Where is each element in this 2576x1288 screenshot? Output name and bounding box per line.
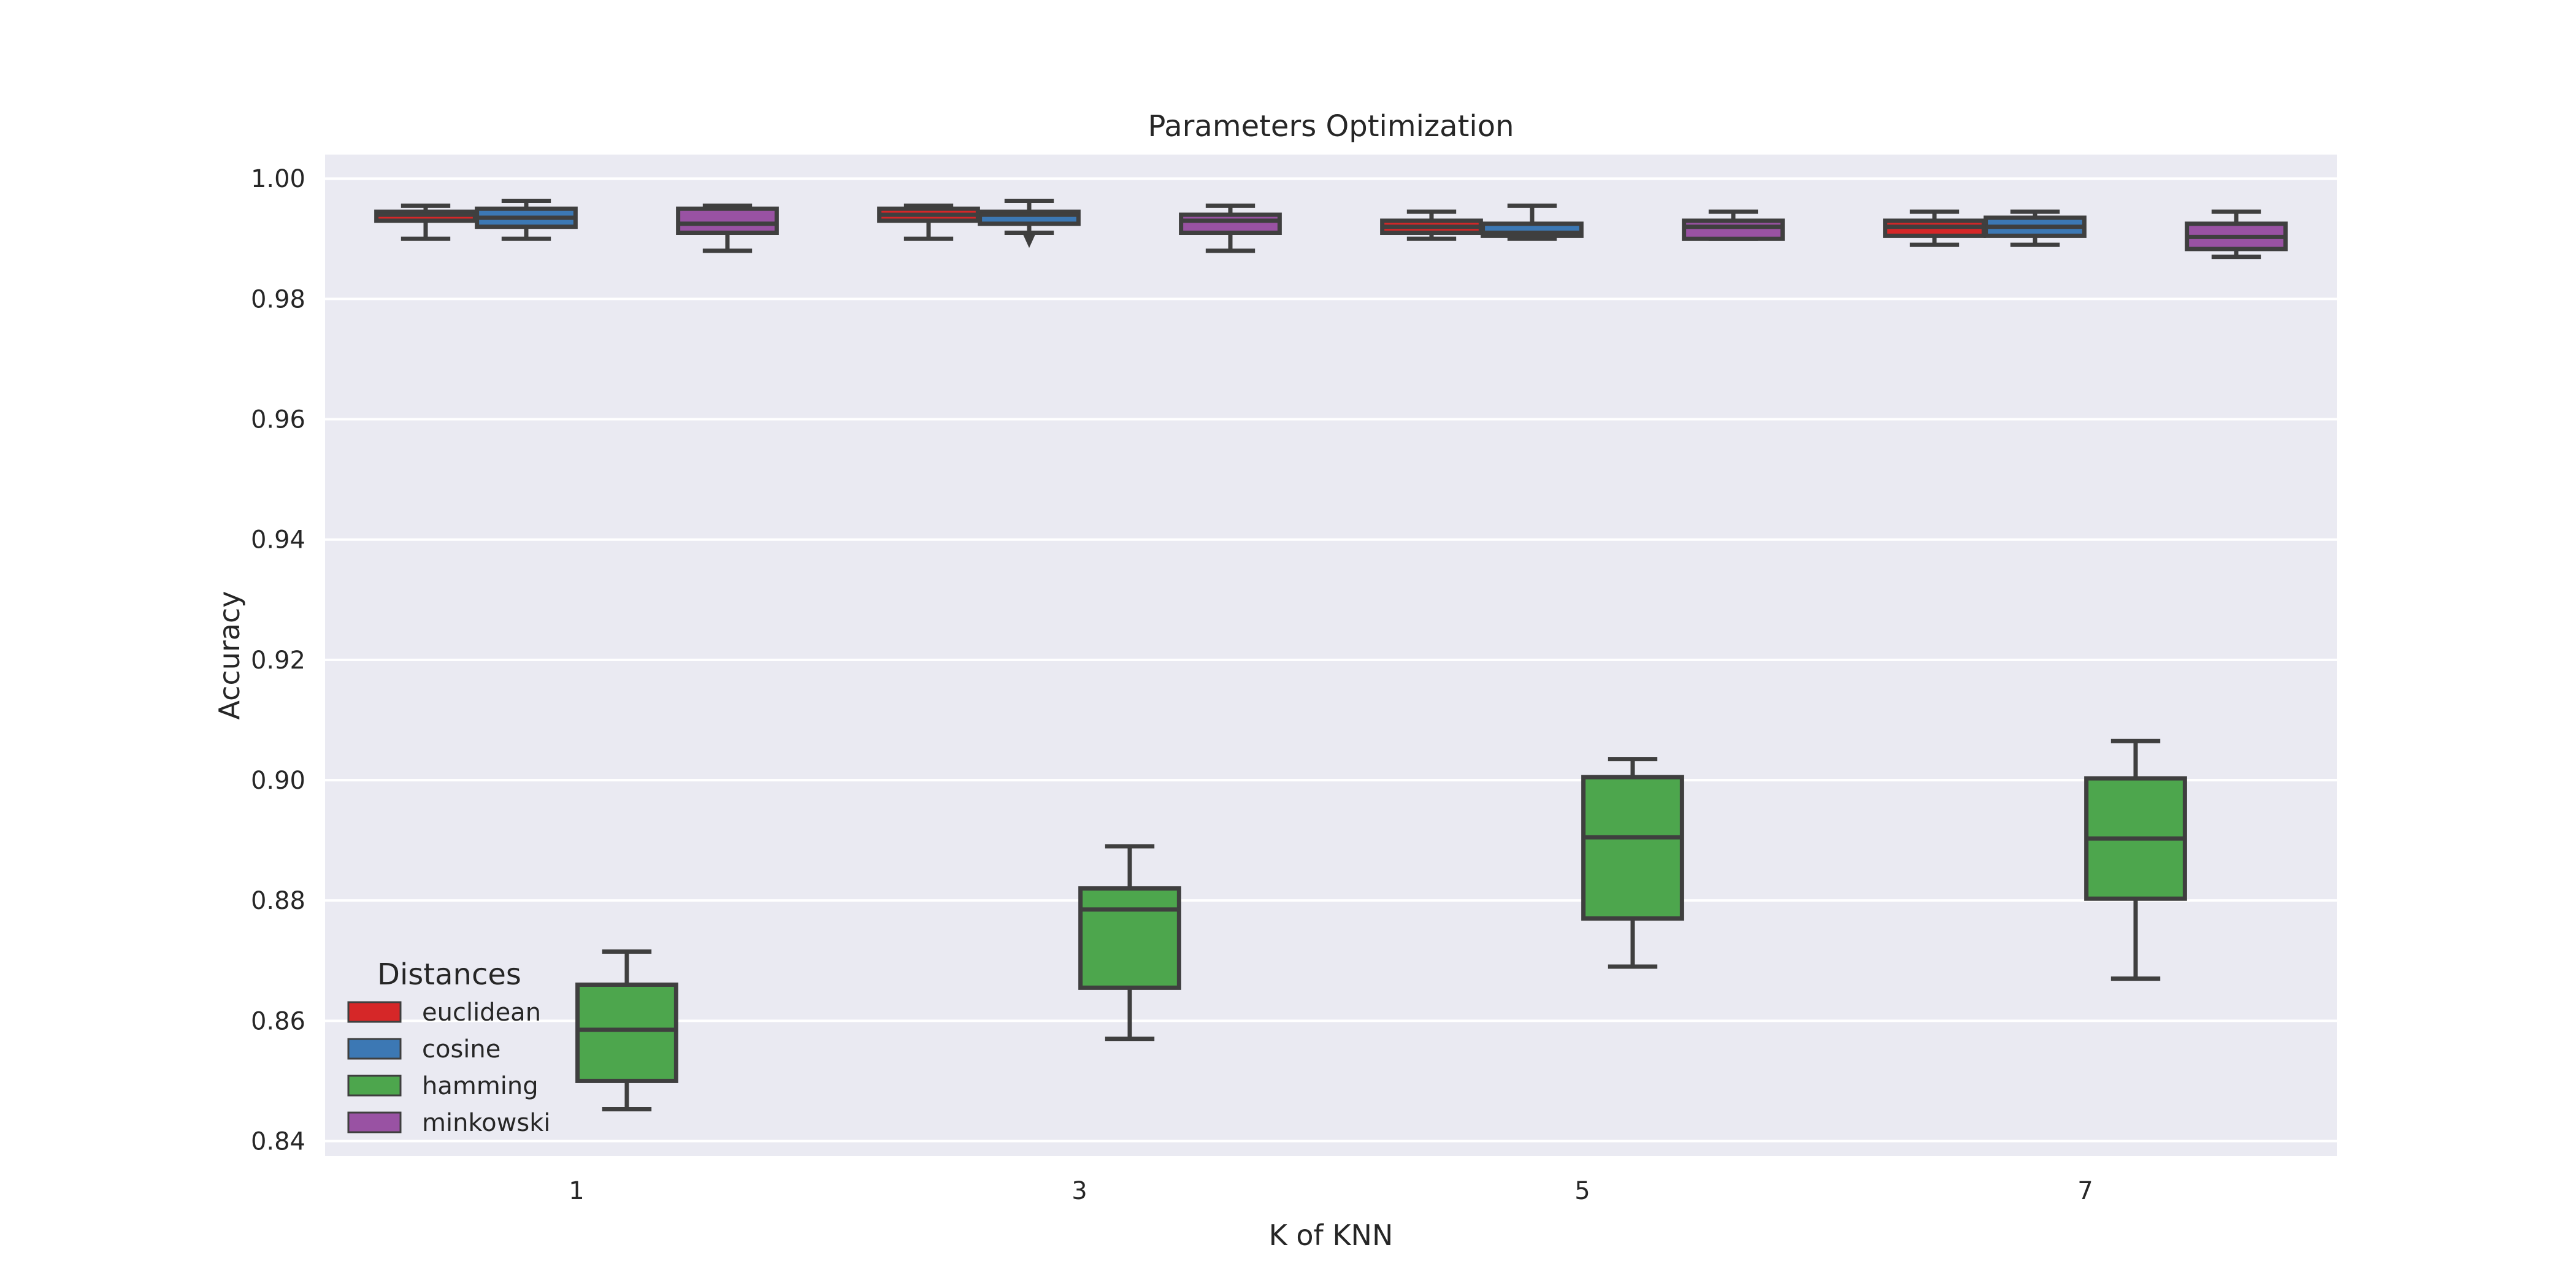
box-minkowski-k3 (1179, 203, 1282, 253)
outlier-point (1023, 234, 1035, 248)
box-cosine-k1 (475, 199, 578, 241)
box-series (374, 199, 2288, 1111)
box-iqr (676, 206, 779, 236)
x-tick-label: 1 (569, 1177, 584, 1205)
legend-label-euclidean: euclidean (422, 999, 541, 1027)
x-tick-label: 5 (1574, 1177, 1590, 1205)
box-hamming-k3 (1078, 844, 1181, 1041)
legend: Distances euclidean cosine hamming minkowsk… (347, 957, 550, 1137)
legend-swatch-cosine (347, 1038, 402, 1060)
y-tick-label: 0.94 (251, 526, 305, 554)
box-iqr (1179, 212, 1282, 236)
y-axis-label: Accuracy (213, 591, 246, 719)
box-euclidean-k7 (1883, 209, 1986, 247)
box-minkowski-k1 (676, 203, 779, 253)
box-hamming-k7 (2084, 738, 2187, 981)
legend-swatch-minkowski (347, 1111, 402, 1133)
y-tick-label: 0.98 (251, 285, 305, 313)
y-tick-label: 0.88 (251, 887, 305, 915)
legend-label-hamming: hamming (422, 1072, 539, 1100)
y-axis-ticks: 0.84 0.86 0.88 0.90 0.92 0.94 0.96 0.98 1.00 (251, 165, 305, 1156)
y-tick-label: 0.86 (251, 1007, 305, 1035)
box-iqr (1682, 218, 1785, 241)
legend-label-minkowski: minkowski (422, 1109, 550, 1137)
y-tick-label: 0.92 (251, 646, 305, 675)
y-tick-label: 0.84 (251, 1127, 305, 1156)
x-axis-ticks: 1 3 5 7 (569, 1177, 2093, 1205)
box-hamming-k5 (1581, 757, 1684, 969)
x-axis-label: K of KNN (1269, 1219, 1393, 1252)
box-cosine-k3 (978, 199, 1081, 248)
legend-swatch-euclidean (347, 1001, 402, 1023)
y-tick-label: 0.96 (251, 406, 305, 434)
box-cosine-k5 (1481, 203, 1584, 241)
box-iqr (1078, 886, 1181, 990)
legend-title: Distances (377, 957, 521, 992)
box-hamming-k1 (575, 949, 678, 1111)
y-tick-label: 0.90 (251, 767, 305, 795)
x-tick-label: 7 (2077, 1177, 2093, 1205)
box-euclidean-k5 (1380, 209, 1483, 241)
legend-label-cosine: cosine (422, 1035, 500, 1064)
y-tick-label: 1.00 (251, 165, 305, 193)
box-minkowski-k5 (1682, 209, 1785, 241)
box-cosine-k7 (1984, 209, 2087, 247)
box-minkowski-k7 (2185, 209, 2288, 259)
legend-swatch-hamming (347, 1075, 402, 1097)
y-gridlines (325, 177, 2337, 1143)
box-iqr (1581, 775, 1684, 921)
x-tick-label: 3 (1071, 1177, 1087, 1205)
chart-title: Parameters Optimization (1148, 109, 1514, 144)
box-iqr (575, 982, 678, 1083)
